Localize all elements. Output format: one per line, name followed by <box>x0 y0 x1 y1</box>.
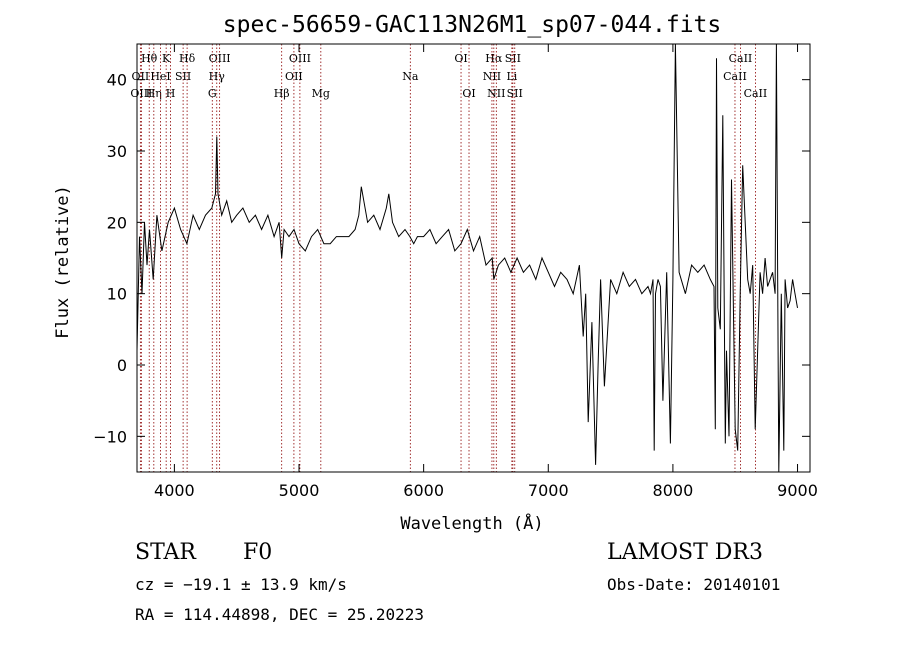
y-tick-label-0: −10 <box>93 427 127 446</box>
series-flux <box>136 43 798 473</box>
marker-label-2: OIII <box>130 87 152 100</box>
chart-title: spec-56659-GAC113N26M1_sp07-044.fits <box>223 12 722 38</box>
marker-label-11: G <box>208 87 217 100</box>
x-axis-label: Wavelength (Å) <box>400 512 543 534</box>
x-tick-label-5: 9000 <box>777 481 818 500</box>
y-tick-label-3: 20 <box>107 213 127 232</box>
y-axis-label: Flux (relative) <box>53 185 73 339</box>
ra-dec: RA = 114.44898, DEC = 25.20223 <box>135 605 424 624</box>
marker-label-24: SII <box>507 87 523 100</box>
x-tick-label-2: 6000 <box>403 481 444 500</box>
object-subclass: F0 <box>243 540 273 565</box>
plot-frame <box>136 43 811 473</box>
x-tick-label-1: 5000 <box>279 481 320 500</box>
x-tick-label-0: 4000 <box>154 481 195 500</box>
marker-label-8: Hδ <box>179 52 196 65</box>
marker-label-22: SII <box>505 52 521 65</box>
marker-label-25: CaII <box>729 52 753 65</box>
marker-label-20: NII <box>483 70 501 83</box>
x-tick-label-3: 7000 <box>528 481 569 500</box>
marker-label-21: NII <box>487 87 505 100</box>
marker-label-7: SII <box>175 70 191 83</box>
marker-label-13: OII <box>285 70 303 83</box>
marker-label-15: Mg <box>312 87 330 100</box>
marker-label-26: CaII <box>723 70 747 83</box>
y-tick-label-5: 40 <box>107 71 127 90</box>
survey-name: LAMOST DR3 <box>607 540 763 565</box>
marker-label-14: Hβ <box>274 87 290 100</box>
marker-label-3: Hη <box>146 87 162 100</box>
marker-label-12: OIII <box>289 52 311 65</box>
marker-label-18: OI <box>462 87 475 100</box>
marker-label-10: Hγ <box>209 70 226 83</box>
marker-label-9: OIII <box>209 52 231 65</box>
redshift-cz: cz = −19.1 ± 13.9 km/s <box>135 575 347 594</box>
y-tick-label-4: 30 <box>107 142 127 161</box>
y-tick-label-2: 10 <box>107 285 127 304</box>
marker-label-5: K <box>162 52 171 65</box>
marker-label-4: HeI <box>150 70 170 83</box>
marker-label-23: Li <box>506 70 517 83</box>
spectrum-chart: spec-56659-GAC113N26M1_sp07-044.fits Flu… <box>53 12 818 534</box>
marker-label-19: Hα <box>485 52 503 65</box>
marker-label-1: OII <box>132 70 150 83</box>
marker-label-17: OI <box>454 52 467 65</box>
marker-label-6: H <box>166 87 176 100</box>
marker-label-0: Hθ <box>141 52 158 65</box>
obs-date: Obs-Date: 20140101 <box>607 575 781 594</box>
marker-label-16: Na <box>402 70 419 83</box>
object-class: STAR <box>135 540 196 565</box>
y-tick-label-1: 0 <box>117 356 127 375</box>
x-tick-label-4: 8000 <box>653 481 694 500</box>
marker-label-27: CaII <box>744 87 768 100</box>
